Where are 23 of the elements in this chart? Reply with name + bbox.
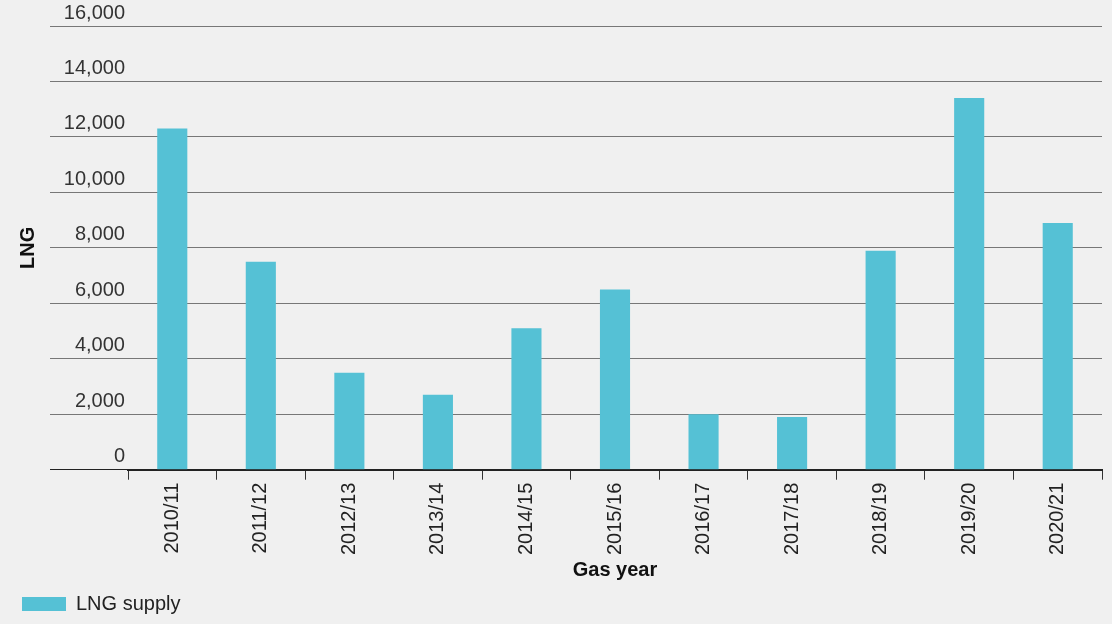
x-tick-label: 2016/17: [691, 482, 714, 555]
y-axis-title: LNG: [15, 226, 38, 269]
legend-label: LNG supply: [76, 591, 181, 614]
y-tick-label: 12,000: [63, 111, 125, 134]
x-tick-label: 2012/13: [336, 482, 359, 555]
y-tick-label: 10,000: [63, 166, 125, 189]
x-tick-label: 2018/19: [868, 482, 891, 555]
x-axis-title: Gas year: [572, 557, 658, 580]
x-tick-label: 2017/18: [779, 482, 802, 555]
x-tick-label: 2015/16: [602, 482, 625, 555]
y-tick-label: 16,000: [63, 0, 125, 23]
y-tick-label: 14,000: [63, 55, 125, 78]
y-tick-label: 4,000: [74, 333, 125, 356]
x-tick-label: 2013/14: [425, 482, 448, 555]
x-tick-label: 2011/12: [248, 482, 271, 554]
x-tick-label: 2019/20: [956, 482, 979, 555]
y-tick-label: 0: [113, 444, 125, 467]
x-tick-label: 2020/21: [1045, 482, 1068, 555]
y-tick-label: 6,000: [74, 277, 125, 300]
x-tick-label: 2010/11: [159, 482, 182, 554]
y-tick-label: 8,000: [74, 222, 125, 245]
y-tick-label: 2,000: [74, 388, 125, 411]
x-tick-label: 2014/15: [513, 482, 536, 555]
